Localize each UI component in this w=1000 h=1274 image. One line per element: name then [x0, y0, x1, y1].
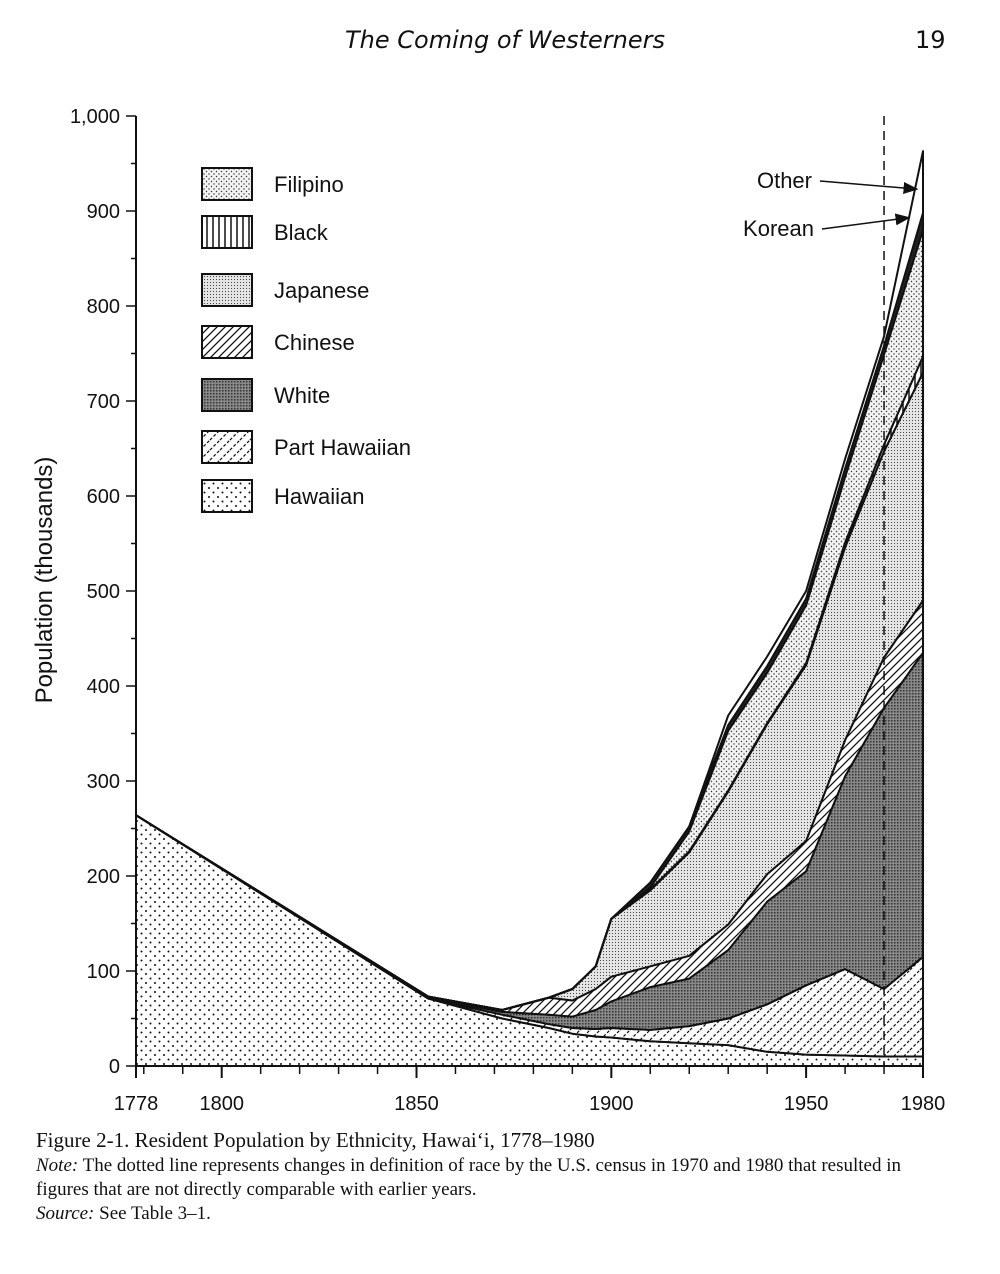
page-number: 19	[915, 26, 946, 54]
legend-label: Japanese	[274, 278, 369, 303]
x-tick-label: 1900	[589, 1093, 634, 1115]
x-ticks: 1778 1800 1850 1900 1950 1980	[114, 1066, 946, 1115]
legend-label: Part Hawaiian	[274, 435, 411, 460]
legend-label: Black	[274, 220, 329, 245]
running-head: The Coming of Westerners 19	[0, 18, 1000, 58]
caption-note-text: The dotted line represents changes in de…	[36, 1155, 901, 1200]
y-tick-label: 0	[109, 1056, 120, 1078]
x-tick-label: 1950	[784, 1093, 829, 1115]
x-tick-label: 1850	[394, 1093, 439, 1115]
y-tick-label: 100	[87, 961, 120, 983]
area-other	[135, 150, 924, 1011]
legend-swatch-part-hawaiian	[201, 430, 253, 464]
legend: Filipino Black Japanese Chinese White Part Ha…	[201, 167, 411, 513]
x-tick-label: 1800	[199, 1093, 244, 1115]
legend-item-white: White	[201, 378, 330, 412]
y-axis-title: Population (thousands)	[31, 457, 58, 704]
y-tick-label: 400	[87, 676, 120, 698]
y-ticks: 0 100 200 300 400 500 600 700 800 900 1,000	[70, 106, 136, 1078]
y-tick-label: 500	[87, 581, 120, 603]
legend-item-chinese: Chinese	[201, 325, 355, 359]
legend-swatch-white	[201, 378, 253, 412]
y-tick-label: 800	[87, 296, 120, 318]
legend-item-black: Black	[201, 215, 329, 249]
annotation-arrow	[821, 213, 911, 230]
running-title: The Coming of Westerners	[345, 26, 665, 54]
legend-swatch-filipino	[201, 167, 253, 201]
legend-swatch-black	[201, 215, 253, 249]
legend-swatch-chinese	[201, 325, 253, 359]
y-tick-label: 900	[87, 201, 120, 223]
caption-title: Figure 2-1. Resident Population by Ethni…	[36, 1128, 595, 1152]
y-tick-label: 600	[87, 486, 120, 508]
y-tick-label: 1,000	[70, 106, 120, 128]
legend-item-hawaiian: Hawaiian	[201, 479, 365, 513]
y-tick-label: 300	[87, 771, 120, 793]
caption-source-text: See Table 3–1.	[94, 1203, 211, 1224]
y-tick-label: 700	[87, 391, 120, 413]
annotation-other: Other	[757, 168, 812, 193]
x-tick-label: 1980	[901, 1093, 946, 1115]
legend-label: Chinese	[274, 330, 355, 355]
legend-item-part-hawaiian: Part Hawaiian	[201, 430, 411, 464]
legend-label: White	[274, 383, 330, 408]
figure-caption: Figure 2-1. Resident Population by Ethni…	[36, 1128, 956, 1226]
legend-swatch-japanese	[201, 273, 253, 307]
legend-item-japanese: Japanese	[201, 273, 369, 307]
caption-note-label: Note:	[36, 1155, 79, 1176]
legend-item-filipino: Filipino	[201, 167, 344, 201]
axes: 0 100 200 300 400 500 600 700 800 900 1,000 1778 18…	[70, 106, 945, 1115]
annotation-arrow	[819, 180, 919, 194]
y-tick-label: 200	[87, 866, 120, 888]
legend-label: Hawaiian	[274, 484, 365, 509]
legend-swatch-hawaiian	[201, 479, 253, 513]
stacked-areas	[135, 150, 924, 1067]
annotations: Other Korean	[743, 168, 919, 241]
x-tick-label: 1778	[114, 1093, 159, 1115]
caption-source-label: Source:	[36, 1203, 95, 1224]
annotation-korean: Korean	[743, 216, 814, 241]
legend-label: Filipino	[274, 172, 344, 197]
